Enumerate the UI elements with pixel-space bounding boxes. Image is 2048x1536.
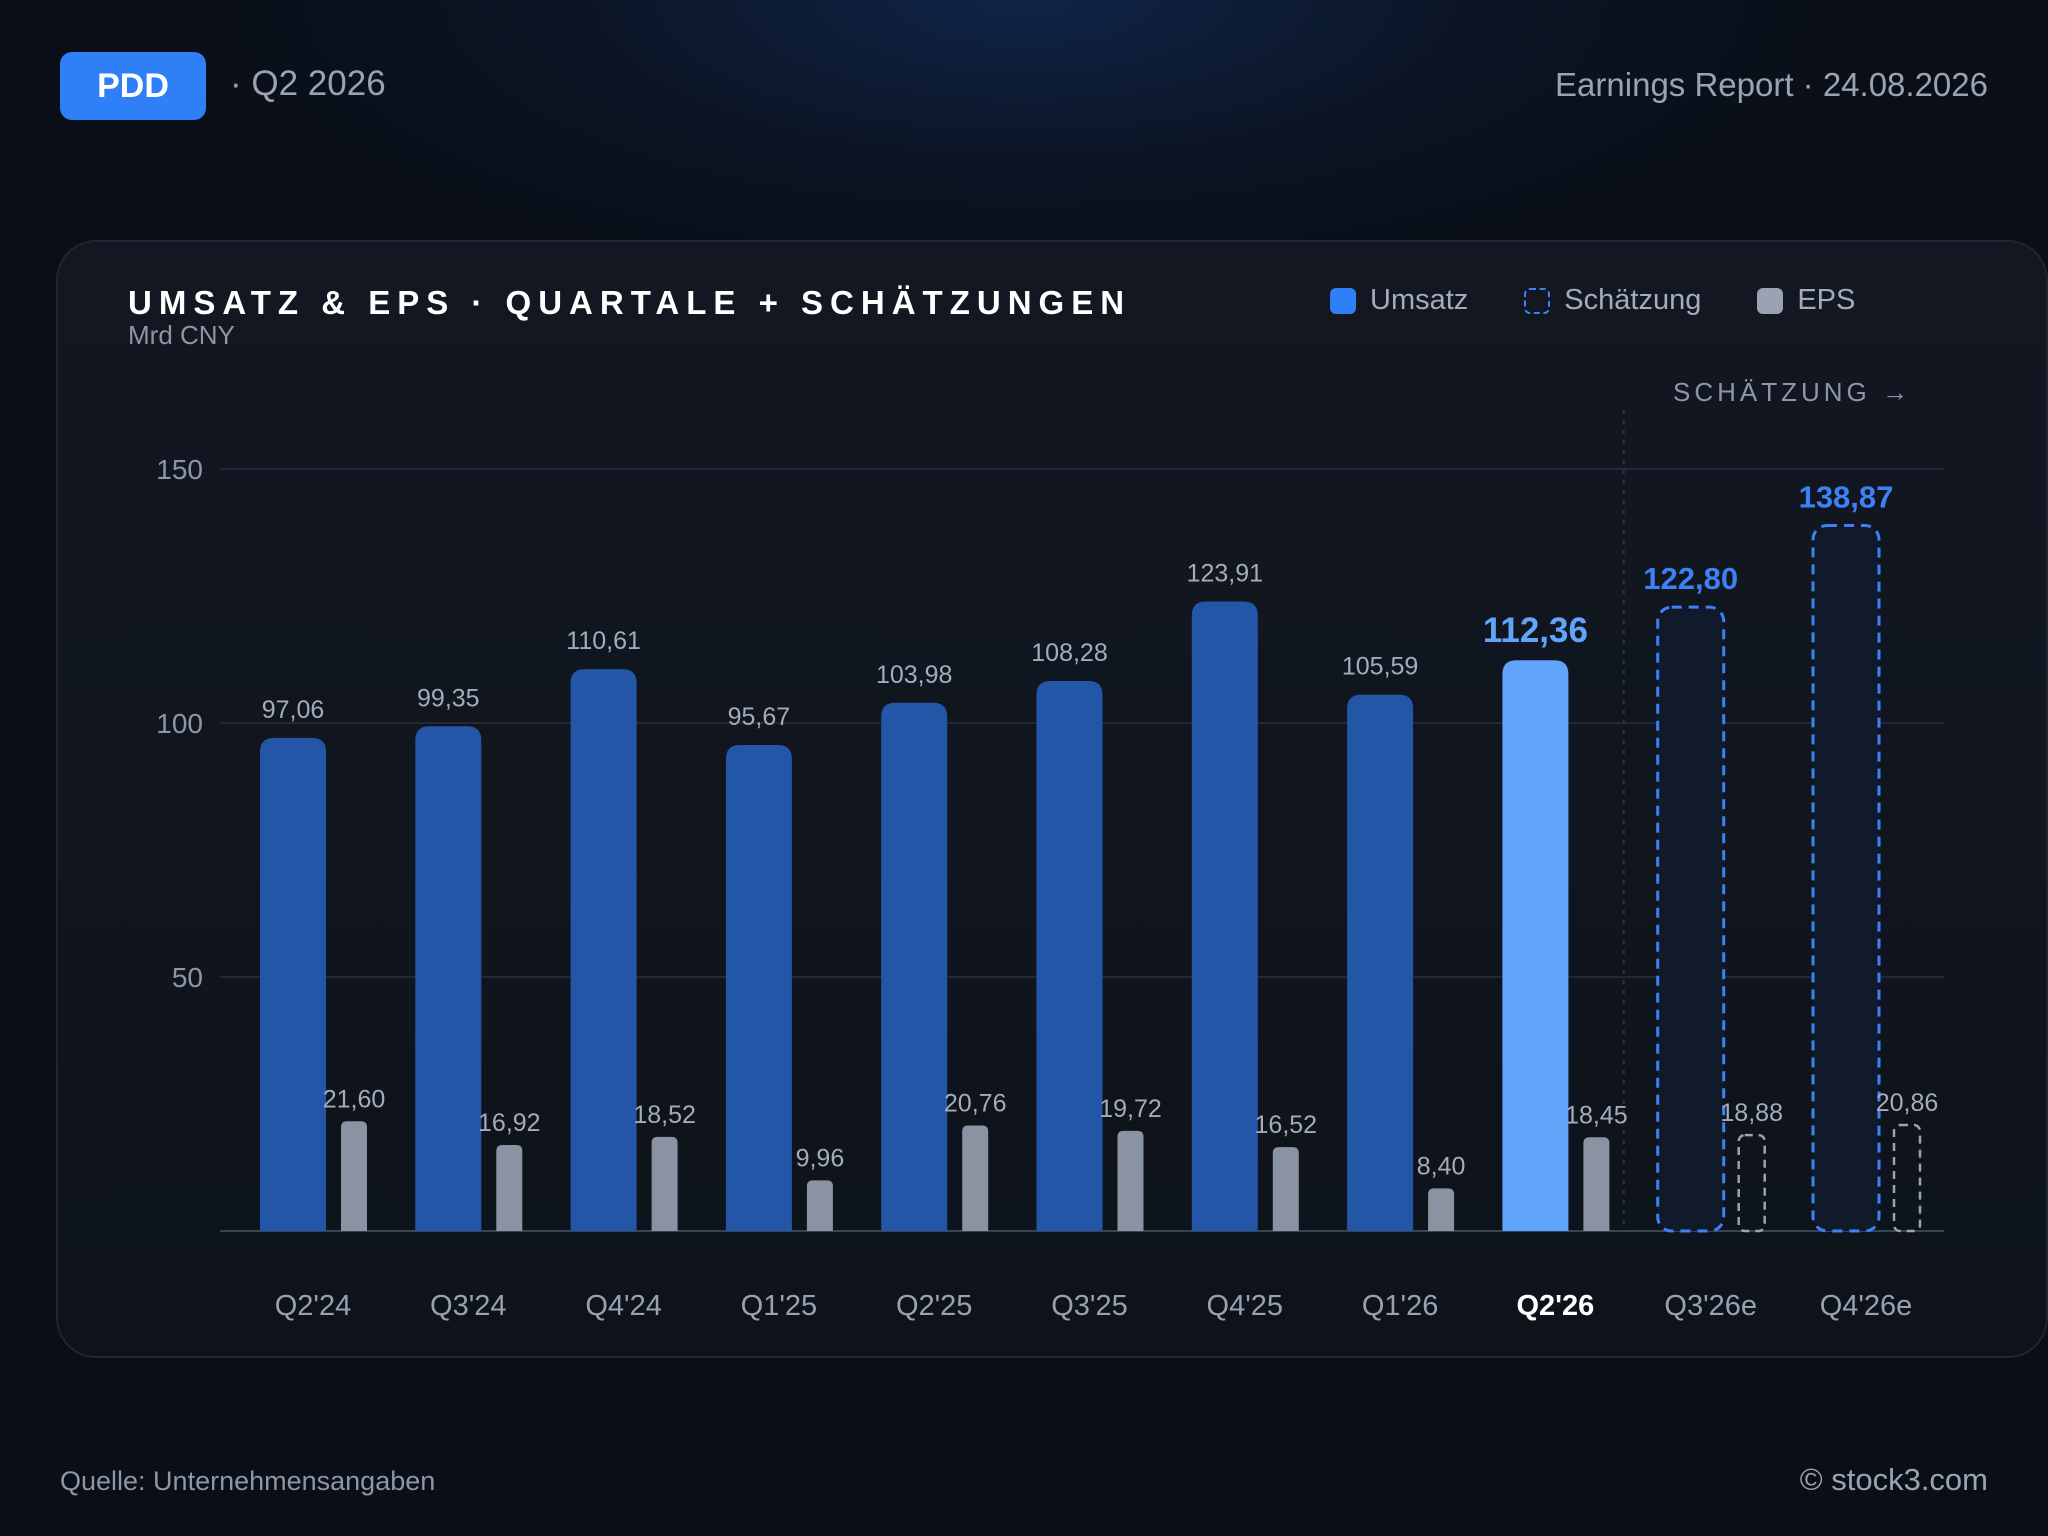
- eps-bar: [1583, 1137, 1610, 1231]
- revenue-bar: [1036, 680, 1103, 1231]
- x-tick-label: Q3'25: [1051, 1290, 1127, 1322]
- eps-bar: [1272, 1147, 1299, 1231]
- eps-value-label: 16,92: [478, 1109, 541, 1137]
- revenue-bar-current: [1502, 660, 1569, 1231]
- revenue-bar: [725, 744, 792, 1231]
- estimate-marker-label: SCHÄTZUNG →: [1673, 377, 1912, 407]
- revenue-bar: [1347, 694, 1414, 1231]
- revenue-value-label: 123,91: [1187, 560, 1263, 588]
- eps-value-label: 18,88: [1720, 1099, 1783, 1127]
- revenue-value-label: 110,61: [566, 627, 641, 655]
- eps-value-label: 16,52: [1255, 1111, 1318, 1139]
- chart-legend: Umsatz Schätzung EPS: [1330, 284, 1911, 317]
- eps-bar: [806, 1180, 833, 1231]
- x-tick-label: Q3'24: [430, 1290, 506, 1322]
- revenue-value-label: 138,87: [1799, 480, 1894, 515]
- revenue-value-label: 108,28: [1031, 639, 1107, 667]
- revenue-value-label: 97,06: [262, 696, 325, 724]
- legend-swatch-estimate: [1524, 287, 1551, 314]
- revenue-bar-estimate: [1811, 524, 1881, 1233]
- eps-value-label: 9,96: [796, 1144, 845, 1172]
- revenue-bar: [260, 737, 326, 1231]
- x-tick-label: Q2'24: [275, 1290, 351, 1322]
- revenue-bar-estimate: [1656, 605, 1726, 1233]
- eps-value-label: 20,76: [944, 1090, 1007, 1118]
- eps-bar: [1428, 1188, 1455, 1231]
- legend-item-estimate: Schätzung: [1524, 284, 1701, 317]
- revenue-value-label: 122,80: [1643, 561, 1738, 596]
- chart-subtitle: Mrd CNY: [128, 320, 235, 350]
- x-tick-label: Q4'25: [1207, 1290, 1283, 1322]
- legend-label-eps: EPS: [1797, 284, 1856, 316]
- brand-copyright: © stock3.com: [1799, 1462, 1988, 1497]
- legend-label-revenue: Umsatz: [1370, 284, 1469, 316]
- x-tick-label: Q2'25: [896, 1290, 972, 1322]
- revenue-value-label: 112,36: [1483, 611, 1588, 650]
- report-date: Earnings Report · 24.08.2026: [1555, 66, 1988, 103]
- revenue-value-label: 103,98: [876, 661, 952, 689]
- legend-swatch-revenue: [1330, 287, 1356, 314]
- eps-value-label: 20,86: [1876, 1089, 1939, 1117]
- legend-swatch-eps: [1757, 287, 1784, 314]
- y-tick-label-100: 100: [156, 708, 203, 739]
- x-tick-label: Q2'26: [1516, 1290, 1594, 1322]
- eps-value-label: 8,40: [1417, 1152, 1466, 1180]
- eps-value-label: 21,60: [323, 1085, 386, 1113]
- eps-bar: [962, 1125, 989, 1231]
- revenue-bar: [415, 726, 482, 1231]
- eps-bar-estimate: [1737, 1133, 1766, 1233]
- ticker-label: PDD: [97, 66, 169, 105]
- eps-bar: [651, 1136, 678, 1231]
- eps-value-label: 18,45: [1565, 1101, 1628, 1129]
- revenue-value-label: 99,35: [417, 684, 480, 712]
- revenue-bar: [881, 702, 948, 1231]
- x-tick-label: Q1'25: [741, 1290, 817, 1322]
- ticker-badge: PDD: [60, 52, 206, 120]
- eps-value-label: 18,52: [633, 1101, 696, 1129]
- eps-bar: [496, 1145, 523, 1231]
- legend-label-estimate: Schätzung: [1564, 284, 1702, 316]
- revenue-value-label: 95,67: [728, 703, 791, 731]
- revenue-value-label: 105,59: [1342, 653, 1418, 681]
- y-tick-label-50: 50: [172, 962, 203, 993]
- eps-bar: [341, 1121, 367, 1231]
- x-tick-label: Q4'26e: [1820, 1290, 1913, 1322]
- legend-item-revenue: Umsatz: [1330, 284, 1468, 317]
- eps-value-label: 19,72: [1099, 1095, 1162, 1123]
- y-tick-label-150: 150: [156, 454, 203, 485]
- source-note: Quelle: Unternehmensangaben: [60, 1466, 436, 1496]
- x-tick-label: Q4'24: [585, 1290, 661, 1322]
- eps-bar-estimate: [1892, 1123, 1922, 1233]
- legend-item-eps: EPS: [1757, 284, 1855, 317]
- revenue-bar: [570, 669, 637, 1231]
- revenue-bar: [1191, 601, 1258, 1231]
- eps-bar: [1117, 1130, 1144, 1231]
- chart-title: UMSATZ & EPS · QUARTALE + SCHÄTZUNGEN: [128, 284, 1132, 321]
- x-tick-label: Q3'26e: [1664, 1290, 1757, 1322]
- x-tick-label: Q1'26: [1362, 1290, 1438, 1322]
- report-period: · Q2 2026: [230, 64, 386, 103]
